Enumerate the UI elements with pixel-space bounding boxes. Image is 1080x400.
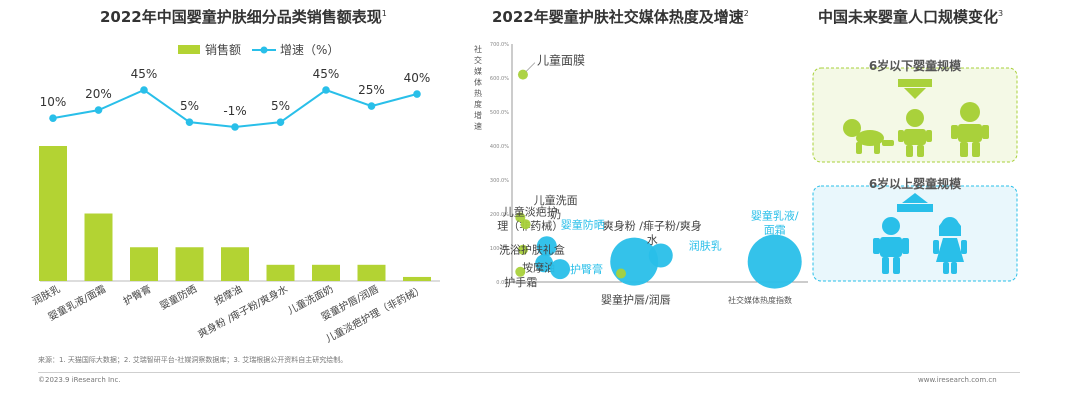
y-tick-4: 400.0% xyxy=(490,144,509,150)
copyright: ©2023.9 iResearch Inc. xyxy=(38,376,121,384)
source-note: 来源：1. 天猫国际大数据；2. 艾瑞智研平台-社媒洞察数据库；3. 艾瑞根据公… xyxy=(38,356,348,364)
scatter-label-3: 婴童防晒 xyxy=(561,217,605,231)
bar-5 xyxy=(266,264,295,281)
scatter-point-4 xyxy=(517,244,528,255)
scatter-label-2: 儿童洗面奶 xyxy=(534,193,578,221)
toddler-icon xyxy=(898,109,932,157)
legend-line-label: 增速（%） xyxy=(280,43,339,57)
growth-point-4 xyxy=(231,123,239,131)
legend-bar-label: 销售额 xyxy=(205,42,241,57)
growth-label-6: 45% xyxy=(313,67,340,81)
under-6-label: 6岁以下婴童规模 xyxy=(869,58,962,73)
bar-3 xyxy=(175,247,204,281)
growth-label-1: 20% xyxy=(85,87,112,101)
scatter-label-8: 爽身粉 /痱子粉/爽身水 xyxy=(603,219,702,247)
scatter-leader-0 xyxy=(525,62,536,72)
scatter-point-0 xyxy=(517,69,528,80)
growth-label-4: -1% xyxy=(223,104,246,118)
scatter-point-9 xyxy=(648,243,673,268)
scatter-label-7: 护手霜 xyxy=(504,275,537,289)
legend-bar-swatch xyxy=(178,45,200,54)
social-media-scatter-chart: 0.0% 100.0% 200.0% 300.0% 400.0% 500.0% 600.0%… xyxy=(474,42,808,307)
bar-0 xyxy=(39,146,67,281)
growth-point-1 xyxy=(94,106,103,114)
middle-chart-title: 2022年婴童护肤社交媒体热度及增速2 xyxy=(492,8,749,26)
growth-point-7 xyxy=(367,102,376,110)
scatter-label-6: 护臀膏 xyxy=(570,262,603,276)
scatter-label-4: 洗浴护肤礼盒 xyxy=(499,243,565,257)
scatter-point-3 xyxy=(536,236,557,257)
y-tick-0: 0.0% xyxy=(496,280,509,286)
y-tick-7: 700.0% xyxy=(490,42,509,48)
right-chart-title: 中国未来婴童人口规模变化3 xyxy=(818,8,1004,26)
growth-label-5: 5% xyxy=(271,99,290,113)
growth-point-3 xyxy=(185,118,194,126)
scatter-point-1 xyxy=(515,212,526,223)
decrease-arrow-icon xyxy=(898,79,932,99)
growth-point-2 xyxy=(140,86,148,94)
legend-line-marker xyxy=(260,46,268,54)
website: www.iresearch.com.cn xyxy=(918,376,997,384)
y-tick-2: 200.0% xyxy=(490,212,509,218)
scatter-point-6 xyxy=(550,259,571,280)
scatter-label-0: 儿童面膜 xyxy=(537,53,585,68)
x-axis-label: 社交媒体热度指数 xyxy=(728,295,792,305)
scatter-point-2 xyxy=(520,219,531,230)
scatter-point-5 xyxy=(535,254,554,273)
growth-label-0: 10% xyxy=(40,95,67,109)
bar-6 xyxy=(312,264,340,281)
y-tick-1: 100.0% xyxy=(490,246,509,252)
y-tick-5: 500.0% xyxy=(490,110,509,116)
growth-point-5 xyxy=(276,118,285,126)
growth-point-0 xyxy=(49,114,57,122)
bar-2 xyxy=(130,247,158,281)
population-infographic: 6岁以下婴童规模 6岁以上婴童规模 xyxy=(812,58,1018,282)
footer-divider xyxy=(38,372,1020,373)
growth-label-8: 40% xyxy=(404,71,431,85)
growth-point-8 xyxy=(413,90,421,98)
girl-icon xyxy=(933,217,967,274)
scatter-point-7 xyxy=(515,266,526,277)
bar-4 xyxy=(221,247,249,281)
y-axis-label: 社交媒体热度增速 xyxy=(474,44,482,131)
scatter-label-9: 润肤乳 xyxy=(689,238,722,252)
scatter-label-5: 按摩油 xyxy=(522,260,555,274)
over-6-box xyxy=(812,185,1018,282)
bar-8 xyxy=(403,276,431,281)
scatter-label-10: 婴童护唇/润唇 xyxy=(601,293,671,307)
over-6-label: 6岁以上婴童规模 xyxy=(869,176,962,191)
growth-label-3: 5% xyxy=(180,99,199,113)
left-chart-title: 2022年中国婴童护肤细分品类销售额表现1 xyxy=(100,8,387,26)
scatter-label-11: 婴童乳液/面霜 xyxy=(751,209,799,237)
scatter-point-11 xyxy=(747,234,802,289)
child-icon xyxy=(951,102,989,157)
boy-icon xyxy=(873,217,909,274)
bar-7 xyxy=(357,264,386,281)
bar-1 xyxy=(84,213,113,281)
crawling-baby-icon xyxy=(843,119,894,154)
scatter-point-10 xyxy=(616,268,626,279)
y-tick-3: 300.0% xyxy=(490,178,509,184)
y-tick-6: 600.0% xyxy=(490,76,509,82)
growth-label-7: 25% xyxy=(358,83,385,97)
growth-point-6 xyxy=(322,86,330,94)
increase-arrow-icon xyxy=(897,193,933,212)
growth-label-2: 45% xyxy=(131,67,158,81)
